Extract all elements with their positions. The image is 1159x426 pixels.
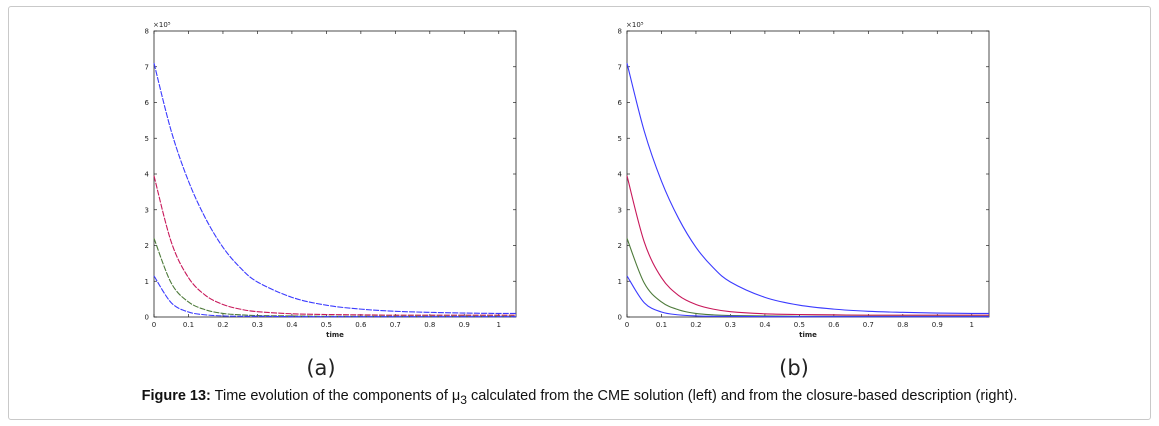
chart-a: 0 1 2 3 4 5 6 7 8 0 0.1 0.2 0.3 0.4 0.5 0.6 0.7 0.8 0.9 1 ti… (145, 21, 517, 339)
series-line-1 (153, 63, 517, 315)
series-line-4 (153, 275, 516, 318)
chart-b: 0 1 2 3 4 5 6 7 8 0 0.1 0.2 0.3 0.4 0.5 0.6 0.7 0.8 0.9 1 ti… (618, 21, 990, 339)
series-line-1 (626, 63, 990, 315)
x-tick-label: 0.7 (863, 321, 874, 329)
y-multiplier: ×10⁵ (153, 21, 171, 29)
y-tick-label: 7 (145, 63, 149, 71)
y-tick-label: 8 (618, 28, 622, 36)
x-tick-label: 0.3 (725, 321, 736, 329)
x-tick-label: 0.9 (932, 321, 943, 329)
panel-label-a: (a) (306, 356, 336, 380)
series-line-2 (626, 175, 989, 316)
x-tick-label: 0.9 (459, 321, 470, 329)
caption-text-after: calculated from the CME solution (left) … (466, 388, 1018, 404)
x-tick-label: 0.2 (217, 321, 228, 329)
y-tick-label: 7 (618, 63, 622, 71)
y-tick-label: 4 (145, 171, 150, 179)
x-tick-label: 0 (152, 321, 156, 329)
x-tick-label: 0.4 (286, 321, 298, 329)
y-tick-label: 1 (618, 278, 622, 286)
y-tick-label: 5 (618, 135, 622, 143)
series-line-2 (153, 175, 516, 316)
x-axis-label: time (326, 331, 344, 339)
y-multiplier: ×10⁵ (626, 21, 644, 29)
y-tick-label: 0 (618, 314, 622, 322)
x-tick-label: 1 (970, 321, 974, 329)
y-tick-label: 4 (618, 171, 623, 179)
y-tick-label: 2 (618, 242, 622, 250)
x-tick-label: 0.7 (390, 321, 401, 329)
series-line-4 (626, 275, 989, 318)
y-tick-label: 5 (145, 135, 149, 143)
x-tick-label: 0.5 (321, 321, 332, 329)
y-tick-label: 6 (618, 99, 623, 107)
figure-frame (8, 6, 1151, 420)
series-line-3 (153, 238, 516, 317)
x-tick-label: 0.8 (897, 321, 908, 329)
y-tick-label: 3 (618, 206, 622, 214)
x-tick-label: 1 (497, 321, 501, 329)
x-tick-label: 0.8 (424, 321, 435, 329)
plot-frame (153, 30, 517, 318)
x-axis-label: time (799, 331, 817, 339)
y-tick-label: 2 (145, 242, 149, 250)
plot-frame (626, 30, 990, 318)
caption-subscript: 3 (460, 392, 467, 407)
x-tick-label: 0.6 (355, 321, 367, 329)
x-tick-label: 0.6 (828, 321, 840, 329)
x-tick-label: 0.4 (759, 321, 771, 329)
y-tick-label: 6 (145, 99, 150, 107)
y-tick-label: 3 (145, 206, 149, 214)
caption-label: Figure 13: (141, 388, 211, 404)
y-tick-label: 1 (145, 278, 149, 286)
caption-text-before: Time evolution of the components of μ (210, 388, 461, 404)
x-tick-label: 0.3 (252, 321, 263, 329)
series-line-3 (626, 238, 989, 317)
y-tick-label: 0 (145, 314, 149, 322)
x-tick-label: 0.2 (690, 321, 701, 329)
x-tick-label: 0.5 (794, 321, 805, 329)
x-tick-label: 0 (625, 321, 629, 329)
y-tick-label: 8 (145, 28, 149, 36)
figure-caption: Figure 13: Time evolution of the compone… (0, 388, 1159, 407)
x-tick-label: 0.1 (656, 321, 667, 329)
panel-label-b: (b) (779, 356, 809, 380)
x-tick-label: 0.1 (183, 321, 194, 329)
